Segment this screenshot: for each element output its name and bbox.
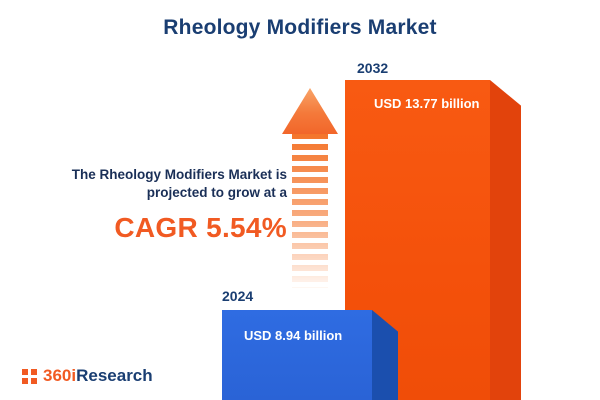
annotation-line-2: projected to grow at a <box>146 185 287 201</box>
cagr-value: CAGR 5.54% <box>114 212 287 244</box>
bar-2032-side-face <box>490 80 521 400</box>
annotation-line-1: The Rheology Modifiers Market is <box>71 167 287 182</box>
page-title: Rheology Modifiers Market <box>163 16 437 39</box>
arrow-up-icon <box>282 88 338 134</box>
bar-2032-value-label: USD 13.77 billion <box>374 96 480 111</box>
brand-logo: 360iResearch <box>22 366 153 386</box>
logo-text: 360iResearch <box>43 366 153 386</box>
logo-suffix: Research <box>76 366 153 385</box>
growth-arrow-shaft <box>292 133 328 288</box>
bar-2032-year-label: 2032 <box>357 60 389 76</box>
growth-arrow <box>282 88 338 288</box>
annotation-block: The Rheology Modifiers Market is project… <box>25 166 287 244</box>
bar-2024-year-label: 2024 <box>222 288 254 304</box>
logo-prefix: 360i <box>43 366 77 385</box>
bar-2024 <box>222 310 372 400</box>
logo-grid-icon <box>22 368 37 384</box>
bar-2024-value-label: USD 8.94 billion <box>244 328 343 343</box>
